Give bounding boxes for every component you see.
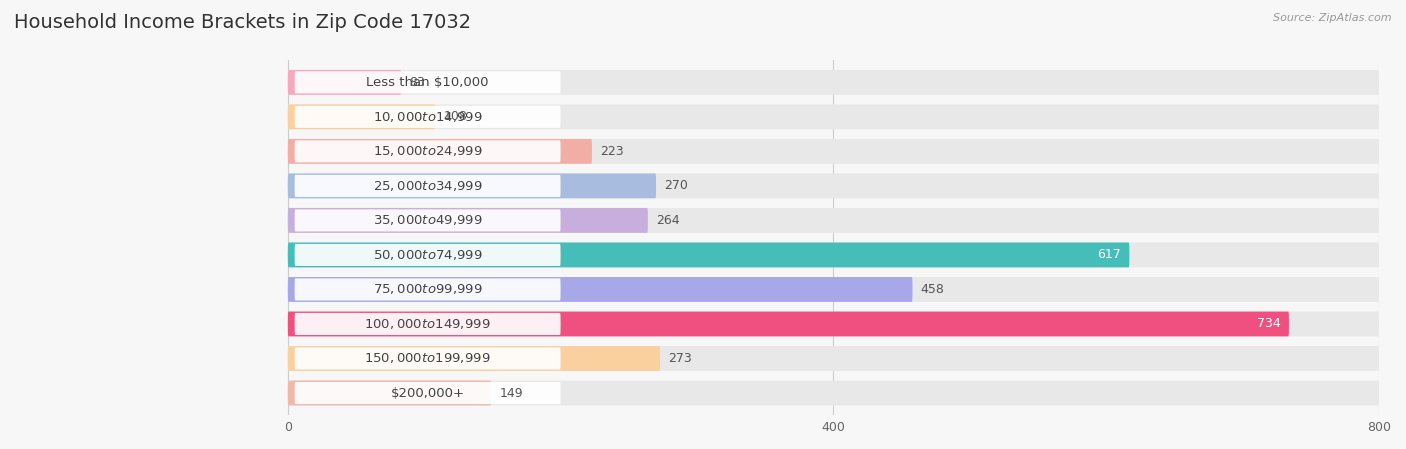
FancyBboxPatch shape (288, 312, 1289, 336)
FancyBboxPatch shape (288, 381, 1379, 405)
Text: 617: 617 (1098, 248, 1121, 261)
Text: $50,000 to $74,999: $50,000 to $74,999 (373, 248, 482, 262)
Text: 270: 270 (664, 180, 688, 192)
FancyBboxPatch shape (288, 277, 912, 302)
FancyBboxPatch shape (288, 208, 1379, 233)
FancyBboxPatch shape (288, 312, 1379, 336)
Text: Household Income Brackets in Zip Code 17032: Household Income Brackets in Zip Code 17… (14, 13, 471, 32)
FancyBboxPatch shape (288, 242, 1379, 267)
FancyBboxPatch shape (295, 141, 561, 163)
FancyBboxPatch shape (295, 244, 561, 266)
FancyBboxPatch shape (288, 173, 657, 198)
Text: $100,000 to $149,999: $100,000 to $149,999 (364, 317, 491, 331)
FancyBboxPatch shape (288, 105, 434, 129)
Text: $150,000 to $199,999: $150,000 to $199,999 (364, 352, 491, 365)
FancyBboxPatch shape (295, 278, 561, 300)
Text: 223: 223 (600, 145, 624, 158)
FancyBboxPatch shape (295, 106, 561, 128)
FancyBboxPatch shape (288, 70, 1379, 95)
Text: Source: ZipAtlas.com: Source: ZipAtlas.com (1274, 13, 1392, 23)
Text: 273: 273 (668, 352, 692, 365)
FancyBboxPatch shape (295, 348, 561, 370)
FancyBboxPatch shape (288, 242, 1129, 267)
FancyBboxPatch shape (295, 71, 561, 93)
FancyBboxPatch shape (288, 70, 401, 95)
FancyBboxPatch shape (288, 208, 648, 233)
FancyBboxPatch shape (288, 139, 592, 164)
Text: 458: 458 (921, 283, 945, 296)
FancyBboxPatch shape (288, 346, 661, 371)
FancyBboxPatch shape (295, 175, 561, 197)
Text: $15,000 to $24,999: $15,000 to $24,999 (373, 145, 482, 158)
FancyBboxPatch shape (288, 105, 1379, 129)
Text: 264: 264 (657, 214, 679, 227)
Text: Less than $10,000: Less than $10,000 (367, 76, 489, 89)
FancyBboxPatch shape (295, 382, 561, 404)
Text: 734: 734 (1257, 317, 1281, 330)
Text: $10,000 to $14,999: $10,000 to $14,999 (373, 110, 482, 124)
FancyBboxPatch shape (288, 139, 1379, 164)
FancyBboxPatch shape (288, 346, 1379, 371)
FancyBboxPatch shape (288, 277, 1379, 302)
Text: 149: 149 (499, 387, 523, 400)
Text: $25,000 to $34,999: $25,000 to $34,999 (373, 179, 482, 193)
Text: $75,000 to $99,999: $75,000 to $99,999 (373, 282, 482, 296)
FancyBboxPatch shape (288, 173, 1379, 198)
FancyBboxPatch shape (295, 209, 561, 231)
FancyBboxPatch shape (288, 381, 491, 405)
Text: $200,000+: $200,000+ (391, 387, 464, 400)
Text: 83: 83 (409, 76, 425, 89)
FancyBboxPatch shape (295, 313, 561, 335)
Text: 108: 108 (443, 110, 467, 123)
Text: $35,000 to $49,999: $35,000 to $49,999 (373, 213, 482, 227)
